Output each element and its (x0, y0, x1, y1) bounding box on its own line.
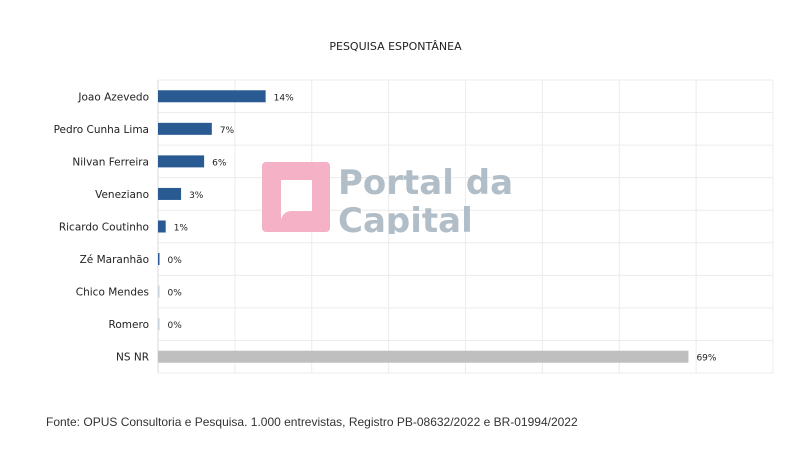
data-label: 0% (168, 289, 183, 299)
category-label: Veneziano (95, 189, 149, 201)
category-label: NS NR (116, 352, 149, 364)
chart-title: PESQUISA ESPONTÂNEA (329, 40, 462, 53)
data-label: 69% (696, 354, 716, 364)
data-label: 1% (174, 224, 189, 234)
data-label: 14% (274, 93, 294, 103)
category-label: Joao Azevedo (77, 91, 149, 103)
bar-pedro-cunha-lima (158, 122, 212, 135)
data-label: 3% (189, 191, 204, 201)
source-note: Fonte: OPUS Consultoria e Pesquisa. 1.00… (46, 415, 578, 429)
category-label: Romero (109, 319, 149, 331)
bar-veneziano (158, 187, 182, 200)
portal-da-capital-watermark-logo: Portal da Capital (262, 162, 513, 234)
bar-joao-azevedo (158, 90, 266, 103)
data-label: 0% (168, 321, 183, 331)
data-label: 0% (168, 256, 183, 266)
svg-text:Portal da: Portal da (338, 163, 513, 203)
bar-nilvan-ferreira (158, 155, 205, 168)
bar-chart: Joao Azevedo 14% Pedro Cunha Lima 7% Nilvan … (54, 79, 774, 374)
category-label: Nilvan Ferreira (72, 156, 149, 168)
bar-z-maranh-o (158, 253, 160, 266)
svg-text:Capital: Capital (338, 201, 473, 234)
data-label: 7% (220, 126, 235, 136)
data-label: 6% (212, 158, 227, 168)
bar-chico-mendes (158, 285, 160, 298)
bar-ns-nr (158, 350, 689, 363)
bar-ricardo-coutinho (158, 220, 166, 233)
category-label: Pedro Cunha Lima (54, 124, 149, 136)
category-label: Chico Mendes (76, 287, 149, 299)
bar-romero (158, 318, 160, 331)
category-label: Ricardo Coutinho (59, 222, 149, 234)
category-label: Zé Maranhão (80, 254, 149, 266)
